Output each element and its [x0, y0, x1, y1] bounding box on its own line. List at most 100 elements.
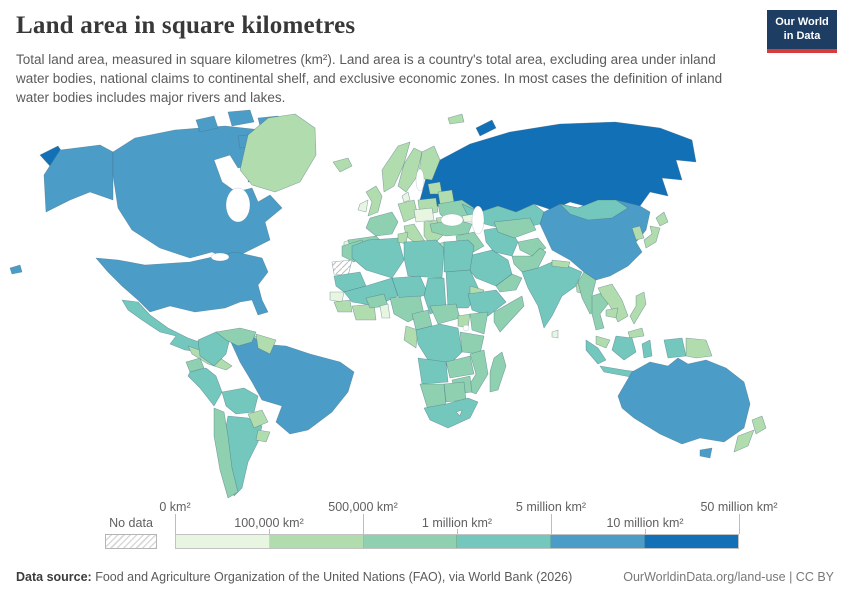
country-ireland[interactable] [357, 199, 369, 213]
country-kenya[interactable] [469, 311, 489, 335]
country-gabon-congo[interactable] [403, 325, 419, 349]
country-canada-arctic-island[interactable] [195, 115, 219, 133]
country-egypt[interactable] [443, 239, 475, 273]
water-black-sea [440, 213, 464, 227]
country-united-kingdom[interactable] [365, 185, 383, 217]
country-indonesia[interactable] [585, 339, 607, 365]
water-baltic-sea [415, 168, 425, 192]
chart-subtitle: Total land area, measured in square kilo… [16, 52, 723, 106]
legend-tick [363, 514, 364, 534]
country-sri-lanka[interactable] [551, 329, 559, 339]
country-japan[interactable] [655, 211, 669, 227]
page-title: Land area in square kilometres [16, 12, 356, 39]
country-malaysia-borneo[interactable] [627, 327, 645, 339]
owid-url-license[interactable]: OurWorldinData.org/land-use | CC BY [623, 570, 834, 584]
country-libya[interactable] [403, 239, 445, 279]
country-korea[interactable] [631, 225, 645, 241]
legend-color-bar [175, 534, 739, 549]
legend-no-data-label: No data [109, 516, 153, 530]
legend-bin-swatch[interactable] [457, 535, 552, 548]
world-choropleth-map [9, 109, 767, 499]
country-denmark[interactable] [401, 191, 411, 203]
country-uruguay[interactable] [255, 429, 271, 443]
legend-bin-swatch[interactable] [363, 535, 458, 548]
legend-bin-swatch[interactable] [269, 535, 364, 548]
country-guinea[interactable] [333, 299, 353, 313]
country-brazil[interactable] [229, 335, 355, 435]
country-alaska[interactable] [43, 144, 114, 213]
country-cambodia[interactable] [605, 307, 619, 319]
country-angola[interactable] [417, 357, 449, 385]
country-new-zealand[interactable] [751, 415, 767, 435]
country-papua-new-guinea[interactable] [685, 337, 713, 359]
country-ecuador[interactable] [185, 357, 205, 373]
country-guyanas[interactable] [255, 333, 277, 355]
legend-threshold-label: 0 km² [159, 500, 191, 514]
country-france[interactable] [365, 211, 399, 237]
country-indonesia[interactable] [663, 337, 687, 359]
legend-threshold-label: 500,000 km² [328, 500, 398, 514]
country-malaysia[interactable] [595, 335, 611, 349]
legend-no-data-swatch[interactable] [105, 534, 157, 549]
country-south-africa[interactable] [423, 397, 479, 429]
country-zambia[interactable] [445, 355, 475, 379]
country-venezuela[interactable] [215, 327, 257, 347]
legend-threshold-label: 100,000 km² [234, 516, 304, 530]
data-source-text: Food and Agriculture Organization of the… [91, 570, 573, 584]
country-japan[interactable] [643, 225, 661, 249]
country-ethiopia[interactable] [467, 289, 507, 317]
country-lesotho[interactable] [455, 409, 463, 417]
legend-bin-swatch[interactable] [645, 535, 738, 548]
country-paraguay[interactable] [247, 409, 269, 429]
water-great-lakes [210, 252, 230, 262]
country-central-asia[interactable] [493, 217, 537, 239]
country-vietnam-laos[interactable] [597, 283, 629, 323]
country-botswana[interactable] [443, 381, 467, 403]
legend-tick [175, 514, 176, 534]
legend-threshold-label: 10 million km² [606, 516, 684, 530]
legend-bin-swatch[interactable] [176, 535, 270, 548]
country-madagascar[interactable] [489, 351, 507, 393]
country-yemen-oman[interactable] [495, 273, 523, 293]
country-tanzania[interactable] [459, 331, 485, 355]
water-hudson-bay [225, 187, 251, 223]
country-indonesia[interactable] [641, 339, 653, 359]
country-russia[interactable] [419, 121, 697, 213]
country-mozambique[interactable] [465, 349, 489, 395]
country-algeria[interactable] [351, 237, 405, 279]
legend-tick [269, 529, 270, 534]
country-central-african-republic[interactable] [429, 303, 461, 325]
country-hawaii[interactable] [9, 264, 23, 275]
country-benin-togo[interactable] [379, 303, 391, 319]
country-mongolia[interactable] [559, 199, 629, 221]
country-somalia[interactable] [493, 295, 525, 333]
country-india[interactable] [521, 261, 583, 329]
country-canada-arctic-island[interactable] [227, 109, 255, 127]
country-greenland[interactable] [239, 113, 317, 193]
country-australia[interactable] [617, 357, 751, 445]
country-bolivia[interactable] [221, 387, 259, 415]
data-source-label: Data source: [16, 570, 92, 584]
country-chile[interactable] [213, 407, 239, 499]
data-source-note: Data source: Food and Agriculture Organi… [16, 570, 572, 584]
country-democratic-republic-of-congo[interactable] [415, 323, 463, 367]
country-svalbard[interactable] [447, 113, 465, 125]
country-nepal[interactable] [551, 259, 571, 269]
country-united-states[interactable] [95, 251, 269, 316]
legend-bin-swatch[interactable] [551, 535, 646, 548]
country-indonesia[interactable] [611, 335, 637, 361]
country-russia-novaya-zemlya[interactable] [475, 119, 497, 137]
owid-logo[interactable]: Our World in Data [767, 10, 837, 53]
country-sweden[interactable] [397, 147, 423, 193]
country-iceland[interactable] [332, 157, 353, 173]
country-philippines[interactable] [629, 291, 647, 325]
country-pakistan[interactable] [511, 247, 547, 273]
legend-tick [645, 529, 646, 534]
country-new-zealand[interactable] [733, 429, 755, 453]
country-senegal[interactable] [329, 291, 345, 303]
country-tasmania[interactable] [699, 447, 713, 459]
legend-threshold-label: 1 million km² [421, 516, 493, 530]
country-central-europe[interactable] [413, 207, 435, 223]
country-peru[interactable] [187, 367, 223, 407]
